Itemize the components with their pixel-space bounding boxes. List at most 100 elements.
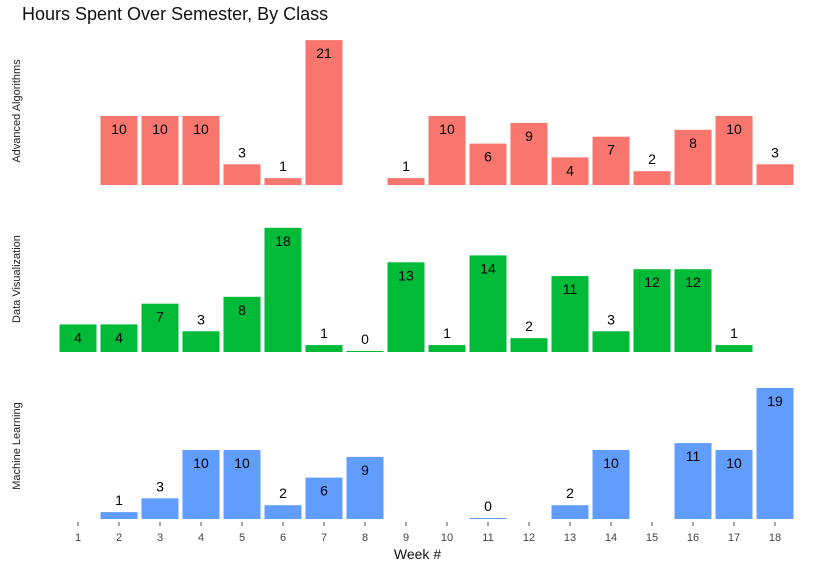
bar-data-visualization-week-5	[223, 296, 261, 352]
bar-advanced-algorithms-week-15	[633, 171, 671, 185]
data-label-data-visualization-week-5: 8	[238, 302, 246, 318]
x-tick-label-7: 7	[321, 532, 327, 544]
bar-machine-learning-week-6	[264, 505, 302, 519]
data-label-machine-learning-week-11: 0	[484, 498, 492, 514]
data-label-advanced-algorithms-week-16: 8	[689, 135, 697, 151]
bar-advanced-algorithms-week-11	[469, 143, 507, 185]
data-label-machine-learning-week-7: 6	[320, 483, 328, 499]
bar-advanced-algorithms-week-3	[141, 116, 179, 185]
data-label-data-visualization-week-12: 2	[525, 318, 533, 334]
x-tick-label-4: 4	[198, 532, 204, 544]
bar-data-visualization-week-7	[305, 345, 343, 352]
data-label-data-visualization-week-8: 0	[361, 331, 369, 347]
data-label-advanced-algorithms-week-9: 1	[402, 158, 410, 174]
data-label-data-visualization-week-6: 18	[275, 233, 291, 249]
facet-label-data-visualization: Data Visualization	[11, 235, 23, 323]
x-axis-title: Week #	[393, 546, 442, 562]
x-tick-label-16: 16	[687, 532, 699, 544]
bar-machine-learning-week-8	[346, 456, 384, 519]
bar-data-visualization-week-15	[633, 269, 671, 352]
x-tick-label-8: 8	[362, 532, 368, 544]
x-tick-label-6: 6	[280, 532, 286, 544]
data-label-machine-learning-week-6: 2	[279, 485, 287, 501]
x-tick-label-14: 14	[605, 532, 617, 544]
data-label-data-visualization-week-4: 3	[197, 311, 205, 327]
chart-title: Hours Spent Over Semester, By Class	[22, 4, 329, 24]
bar-advanced-algorithms-week-2	[100, 116, 138, 185]
data-label-advanced-algorithms-week-6: 1	[279, 158, 287, 174]
data-label-advanced-algorithms-week-13: 4	[566, 162, 574, 178]
bar-data-visualization-week-9	[387, 262, 425, 352]
data-label-machine-learning-week-3: 3	[156, 478, 164, 494]
bar-data-visualization-week-16	[674, 269, 712, 352]
bar-data-visualization-week-14	[592, 331, 630, 352]
data-label-data-visualization-week-7: 1	[320, 325, 328, 341]
facet-label-machine-learning: Machine Learning	[11, 402, 23, 490]
bar-data-visualization-week-10	[428, 345, 466, 352]
data-label-data-visualization-week-3: 7	[156, 309, 164, 325]
data-label-data-visualization-week-11: 14	[480, 260, 496, 276]
data-label-machine-learning-week-5: 10	[234, 455, 250, 471]
data-label-machine-learning-week-13: 2	[566, 485, 574, 501]
data-label-advanced-algorithms-week-7: 21	[316, 45, 332, 61]
data-label-data-visualization-week-10: 1	[443, 325, 451, 341]
bar-advanced-algorithms-week-14	[592, 136, 630, 185]
bar-machine-learning-week-7	[305, 477, 343, 519]
data-label-data-visualization-week-17: 1	[730, 325, 738, 341]
bar-machine-learning-week-16	[674, 443, 712, 519]
data-label-data-visualization-week-16: 12	[685, 274, 701, 290]
bar-data-visualization-week-13	[551, 276, 589, 352]
x-tick-label-12: 12	[523, 532, 535, 544]
x-tick-label-3: 3	[157, 532, 163, 544]
data-label-machine-learning-week-16: 11	[686, 448, 701, 464]
data-label-data-visualization-week-2: 4	[115, 329, 123, 345]
x-tick-label-13: 13	[564, 532, 576, 544]
bar-machine-learning-week-4	[182, 450, 220, 519]
data-label-data-visualization-week-15: 12	[644, 274, 660, 290]
data-label-advanced-algorithms-week-10: 10	[439, 121, 455, 137]
data-label-advanced-algorithms-week-4: 10	[193, 121, 209, 137]
bar-advanced-algorithms-week-6	[264, 178, 302, 185]
bar-data-visualization-week-8	[346, 351, 384, 352]
bar-advanced-algorithms-week-4	[182, 116, 220, 185]
bar-machine-learning-week-13	[551, 505, 589, 519]
data-label-advanced-algorithms-week-11: 6	[484, 149, 492, 165]
bar-machine-learning-week-17	[715, 450, 753, 519]
data-label-advanced-algorithms-week-3: 10	[152, 121, 168, 137]
bar-data-visualization-week-1	[59, 324, 97, 352]
x-tick-label-18: 18	[769, 532, 781, 544]
x-tick-label-9: 9	[403, 532, 409, 544]
bar-advanced-algorithms-week-5	[223, 164, 261, 185]
bar-data-visualization-week-12	[510, 338, 548, 352]
bar-machine-learning-week-14	[592, 450, 630, 519]
bar-data-visualization-week-2	[100, 324, 138, 352]
data-label-advanced-algorithms-week-12: 9	[525, 128, 533, 144]
x-tick-label-5: 5	[239, 532, 245, 544]
bar-advanced-algorithms-week-17	[715, 116, 753, 185]
bar-advanced-algorithms-week-18	[756, 164, 794, 185]
data-label-machine-learning-week-2: 1	[115, 492, 123, 508]
data-label-machine-learning-week-17: 10	[726, 455, 742, 471]
bar-data-visualization-week-3	[141, 303, 179, 352]
data-label-advanced-algorithms-week-2: 10	[111, 121, 127, 137]
bar-machine-learning-week-5	[223, 450, 261, 519]
x-tick-label-1: 1	[75, 532, 81, 544]
bar-advanced-algorithms-week-16	[674, 129, 712, 185]
bar-machine-learning-week-11	[469, 518, 507, 519]
data-label-advanced-algorithms-week-18: 3	[771, 144, 779, 160]
data-label-advanced-algorithms-week-15: 2	[648, 151, 656, 167]
bar-advanced-algorithms-week-12	[510, 122, 548, 185]
data-label-machine-learning-week-14: 10	[603, 455, 619, 471]
x-tick-label-2: 2	[116, 532, 122, 544]
x-tick-label-11: 11	[482, 532, 493, 544]
bar-machine-learning-week-18	[756, 387, 794, 519]
bar-machine-learning-week-3	[141, 498, 179, 519]
data-label-data-visualization-week-14: 3	[607, 311, 615, 327]
bar-machine-learning-week-2	[100, 512, 138, 519]
data-label-machine-learning-week-8: 9	[361, 462, 369, 478]
bar-advanced-algorithms-week-7	[305, 40, 343, 185]
data-label-data-visualization-week-9: 13	[398, 267, 414, 283]
data-label-data-visualization-week-1: 4	[74, 329, 82, 345]
bar-advanced-algorithms-week-13	[551, 157, 589, 185]
